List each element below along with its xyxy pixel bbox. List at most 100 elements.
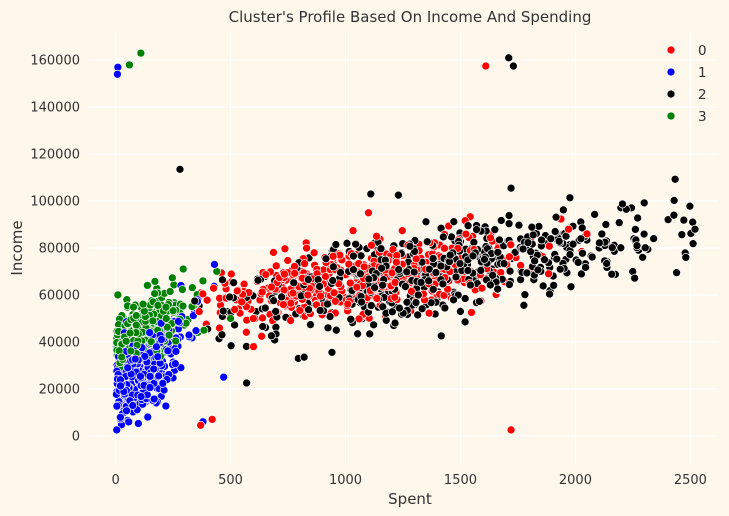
data-point-2: [663, 215, 673, 225]
data-point-0: [302, 243, 311, 253]
data-point-2: [669, 210, 679, 220]
data-point-2: [670, 174, 680, 184]
data-point-0: [443, 284, 453, 294]
data-point-1: [153, 352, 163, 362]
data-point-0: [242, 327, 251, 337]
data-point-2: [271, 307, 280, 316]
data-point-0: [372, 231, 381, 241]
data-point-2: [436, 331, 446, 341]
data-point-0: [261, 270, 271, 279]
x-tick-labels: 0 500 1000 1500 2000 2500: [111, 473, 707, 488]
data-point-2: [366, 189, 376, 199]
data-point-0: [237, 297, 247, 307]
data-point-2: [463, 266, 473, 275]
data-point-2: [342, 238, 352, 248]
data-point-2: [639, 198, 649, 208]
data-point-0: [288, 288, 298, 298]
data-point-2: [601, 220, 611, 229]
data-point-2: [631, 225, 640, 234]
data-point-0: [564, 224, 573, 234]
data-point-0: [544, 269, 553, 279]
data-point-0: [364, 208, 373, 218]
data-point-3: [121, 336, 131, 346]
data-point-2: [218, 275, 227, 285]
data-point-0: [506, 240, 516, 250]
data-point-2: [328, 276, 338, 285]
data-point-2: [395, 303, 404, 313]
data-point-2: [540, 255, 549, 265]
data-point-2: [370, 283, 379, 293]
data-point-0: [505, 252, 514, 262]
data-point-0: [411, 254, 421, 264]
data-point-2: [229, 278, 238, 287]
data-point-2: [438, 279, 448, 289]
data-point-2: [526, 247, 535, 257]
data-point-2: [466, 280, 475, 290]
data-point-1: [154, 371, 164, 381]
data-point-0: [329, 288, 339, 298]
data-point-1: [171, 347, 181, 356]
data-point-0: [295, 306, 305, 315]
data-point-0: [283, 256, 293, 265]
data-point-0: [390, 292, 400, 302]
data-point-3: [188, 283, 197, 292]
y-axis-label: Income: [8, 220, 26, 275]
data-point-2: [424, 276, 433, 286]
data-point-2: [486, 280, 495, 290]
data-point-1: [145, 372, 155, 381]
data-point-2: [315, 306, 325, 315]
data-point-1: [184, 330, 194, 340]
data-point-2: [445, 250, 455, 260]
data-point-2: [565, 193, 575, 203]
data-point-0: [481, 61, 491, 71]
data-point-3: [171, 336, 181, 346]
data-point-0: [407, 287, 416, 296]
data-point-2: [411, 298, 421, 307]
data-point-2: [630, 273, 640, 283]
data-point-2: [230, 320, 239, 330]
data-point-0: [348, 226, 358, 236]
data-point-2: [277, 292, 286, 302]
data-point-2: [218, 306, 228, 316]
data-point-0: [257, 331, 267, 341]
data-point-2: [506, 183, 516, 193]
data-point-2: [595, 238, 604, 248]
data-point-2: [306, 320, 315, 329]
data-point-2: [421, 217, 431, 227]
data-point-1: [149, 364, 159, 374]
data-point-2: [587, 252, 597, 262]
data-point-2: [554, 236, 564, 246]
data-point-3: [138, 299, 148, 309]
legend-label-0: 0: [698, 43, 707, 59]
data-point-1: [191, 326, 201, 336]
data-point-1: [128, 401, 138, 410]
data-point-2: [289, 278, 299, 288]
y-tick-label: 20000: [39, 382, 80, 397]
data-point-2: [331, 240, 341, 249]
data-point-1: [210, 260, 219, 269]
legend-label-1: 1: [698, 65, 707, 81]
data-point-2: [677, 230, 687, 239]
data-point-1: [124, 417, 134, 427]
data-point-2: [428, 254, 438, 263]
data-point-2: [679, 215, 689, 225]
x-tick-label: 0: [111, 473, 119, 488]
data-point-0: [196, 420, 206, 430]
data-point-2: [495, 235, 504, 245]
data-point-0: [198, 289, 208, 299]
data-point-0: [392, 257, 401, 267]
data-point-2: [303, 275, 313, 284]
data-point-3: [178, 264, 188, 274]
data-point-2: [323, 299, 332, 309]
x-tick-label: 1500: [444, 473, 477, 488]
data-point-2: [366, 301, 376, 310]
data-point-2: [327, 348, 337, 357]
data-point-2: [304, 305, 313, 314]
data-point-2: [349, 265, 358, 275]
data-point-2: [315, 282, 324, 291]
data-point-3: [162, 322, 172, 332]
data-point-2: [607, 269, 617, 279]
data-point-2: [566, 282, 576, 292]
data-point-2: [632, 241, 642, 251]
